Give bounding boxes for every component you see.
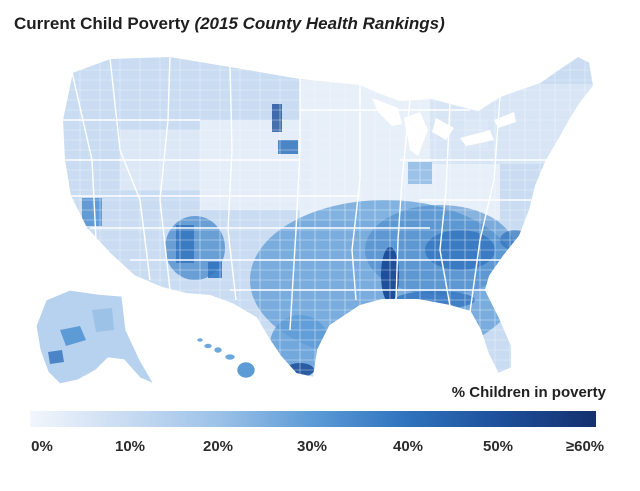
- legend-tick-20: 20%: [202, 438, 234, 455]
- legend-tick-labels: 0% 10% 20% 30% 40% 50% ≥60%: [0, 438, 640, 462]
- legend-gradient: [30, 411, 596, 427]
- legend-tick-60-plus: ≥60%: [565, 438, 605, 455]
- legend-color-bar: [30, 411, 596, 427]
- legend-tick-10: 10%: [114, 438, 146, 455]
- legend-tick-30: 30%: [296, 438, 328, 455]
- hawaii: [196, 337, 256, 379]
- state-borders: [62, 56, 560, 331]
- legend-title: % Children in poverty: [451, 384, 606, 401]
- map-title: Current Child Poverty (2015 County Healt…: [14, 14, 445, 34]
- us-outline: [60, 54, 596, 380]
- great-lakes: [372, 98, 516, 156]
- legend-tick-40: 40%: [392, 438, 424, 455]
- alaska: [35, 289, 156, 386]
- legend-tick-0: 0%: [31, 438, 53, 455]
- title-source: (2015 County Health Rankings): [194, 14, 445, 33]
- title-main: Current Child Poverty: [14, 14, 190, 33]
- legend-tick-50: 50%: [482, 438, 514, 455]
